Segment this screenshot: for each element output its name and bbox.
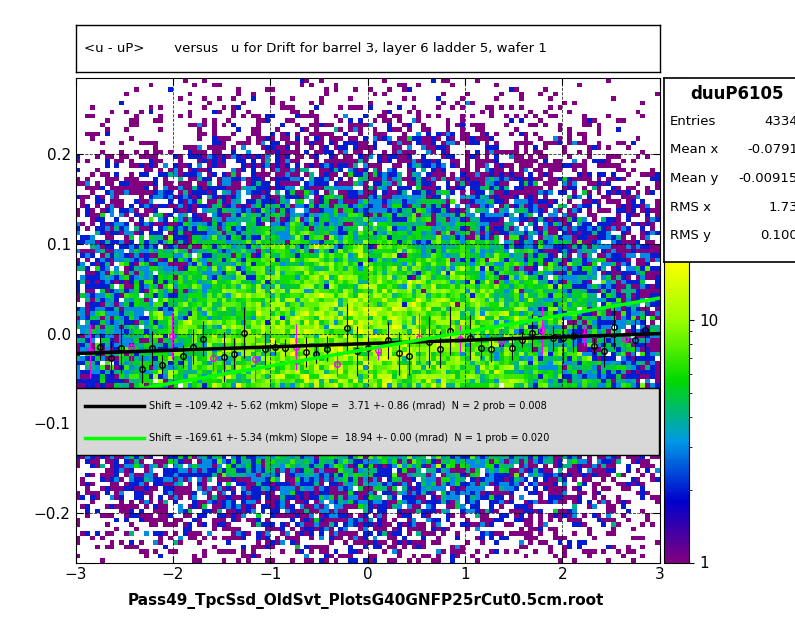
Text: Entries: Entries [669,115,716,128]
Text: Shift = -169.61 +- 5.34 (mkm) Slope =  18.94 +- 0.00 (mrad)  N = 1 prob = 0.020: Shift = -169.61 +- 5.34 (mkm) Slope = 18… [149,433,549,443]
Text: RMS x: RMS x [669,201,711,214]
Text: <u - uP>       versus   u for Drift for barrel 3, layer 6 ladder 5, wafer 1: <u - uP> versus u for Drift for barrel 3… [84,42,547,55]
Text: duuP6105: duuP6105 [691,86,784,104]
Text: 43345: 43345 [764,115,795,128]
Text: Mean x: Mean x [669,144,718,156]
Text: Mean y: Mean y [669,172,718,185]
Bar [76,388,659,455]
Text: 0.1006: 0.1006 [760,229,795,242]
Text: Shift = -109.42 +- 5.62 (mkm) Slope =   3.71 +- 0.86 (mrad)  N = 2 prob = 0.008: Shift = -109.42 +- 5.62 (mkm) Slope = 3.… [149,401,546,411]
Text: -0.07918: -0.07918 [747,144,795,156]
Text: RMS y: RMS y [669,229,711,242]
Text: -0.009157: -0.009157 [739,172,795,185]
Text: Pass49_TpcSsd_OldSvt_PlotsG40GNFP25rCut0.5cm.root: Pass49_TpcSsd_OldSvt_PlotsG40GNFP25rCut0… [127,593,604,609]
Text: 1.731: 1.731 [768,201,795,214]
